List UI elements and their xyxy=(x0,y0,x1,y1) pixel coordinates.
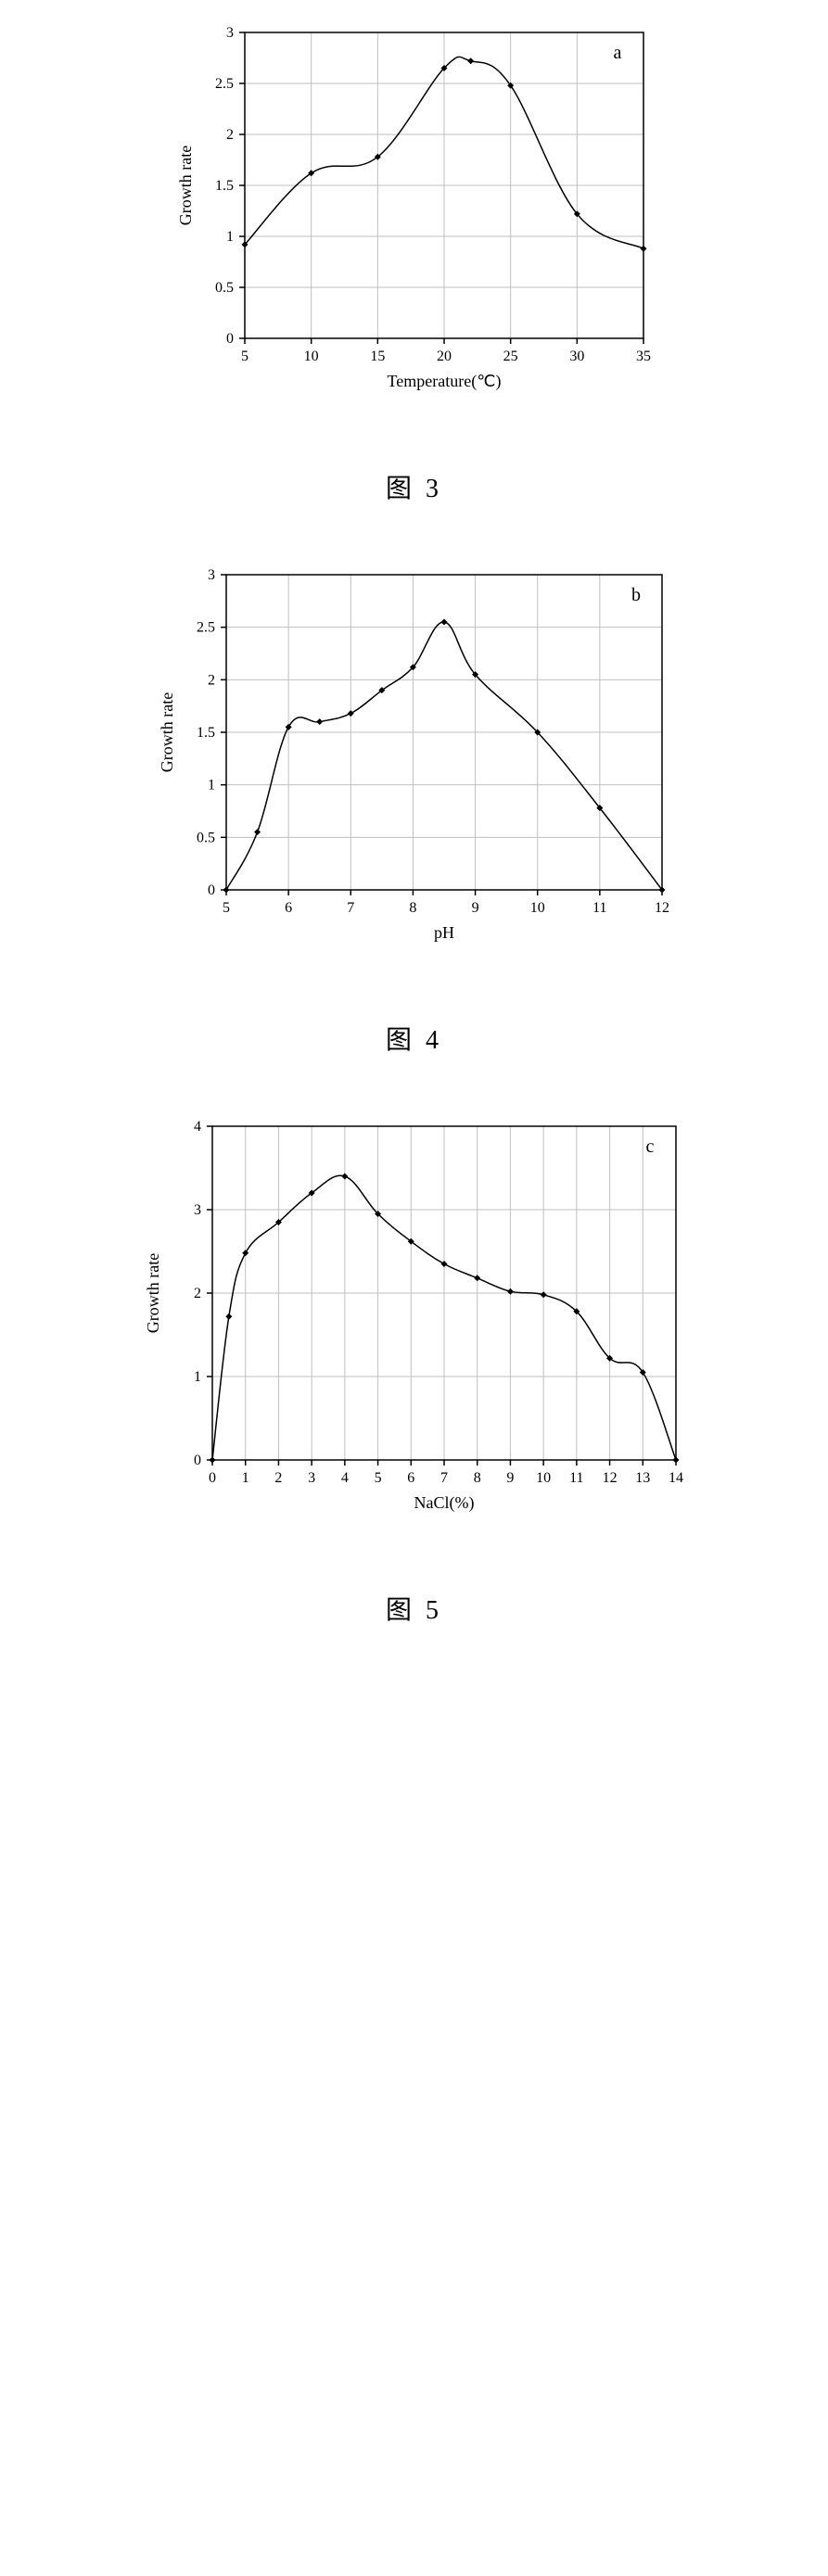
figure-5: 0123456789101112131401234NaCl(%)Growth r… xyxy=(19,1112,809,1627)
svg-text:4: 4 xyxy=(194,1119,201,1135)
svg-text:Temperature(℃): Temperature(℃) xyxy=(388,372,502,391)
svg-text:0.5: 0.5 xyxy=(197,830,215,845)
svg-text:20: 20 xyxy=(437,349,452,364)
svg-text:2.5: 2.5 xyxy=(197,620,215,636)
caption-5: 图 5 xyxy=(386,1590,442,1627)
chart-c: 0123456789101112131401234NaCl(%)Growth r… xyxy=(129,1112,699,1525)
svg-text:2: 2 xyxy=(208,672,215,688)
svg-text:9: 9 xyxy=(472,900,479,916)
svg-text:4: 4 xyxy=(341,1470,349,1486)
svg-text:2.5: 2.5 xyxy=(215,76,234,92)
svg-text:12: 12 xyxy=(603,1470,618,1486)
svg-text:6: 6 xyxy=(407,1470,414,1486)
chart-b: 5 6 7 8 9 10 11 12 0 0.5 1 1.5 2 2.5 3 pH Growth rate b xyxy=(143,561,685,955)
svg-text:c: c xyxy=(646,1136,655,1157)
svg-text:6: 6 xyxy=(285,900,292,916)
svg-text:11: 11 xyxy=(592,900,606,916)
svg-text:30: 30 xyxy=(569,349,584,364)
svg-text:25: 25 xyxy=(503,349,518,364)
svg-text:1: 1 xyxy=(242,1470,249,1486)
svg-text:Growth rate: Growth rate xyxy=(176,146,195,225)
svg-text:2: 2 xyxy=(194,1286,201,1301)
svg-text:1: 1 xyxy=(194,1369,201,1385)
svg-text:12: 12 xyxy=(655,900,669,916)
svg-text:35: 35 xyxy=(636,349,651,364)
svg-text:a: a xyxy=(614,43,622,63)
svg-text:14: 14 xyxy=(669,1470,683,1486)
svg-text:Growth rate: Growth rate xyxy=(158,692,176,772)
svg-text:10: 10 xyxy=(304,349,319,364)
svg-text:8: 8 xyxy=(474,1470,481,1486)
svg-text:3: 3 xyxy=(308,1470,315,1486)
svg-text:0: 0 xyxy=(209,1470,216,1486)
chart-a: 5 10 15 20 25 30 35 0 0.5 1 1.5 2 2.5 3 Temperature(℃)… xyxy=(161,19,667,403)
caption-3: 图 3 xyxy=(386,468,442,505)
svg-text:pH: pH xyxy=(434,923,454,942)
svg-text:5: 5 xyxy=(241,349,248,364)
svg-text:Growth rate: Growth rate xyxy=(144,1253,162,1333)
svg-text:5: 5 xyxy=(375,1470,382,1486)
svg-text:0: 0 xyxy=(208,882,215,898)
svg-text:1.5: 1.5 xyxy=(215,178,234,194)
svg-text:10: 10 xyxy=(536,1470,551,1486)
svg-text:NaCl(%): NaCl(%) xyxy=(414,1493,475,1513)
svg-text:1.5: 1.5 xyxy=(197,725,215,741)
svg-text:7: 7 xyxy=(440,1470,448,1486)
svg-text:3: 3 xyxy=(226,25,234,41)
svg-text:0.5: 0.5 xyxy=(215,280,234,296)
svg-text:9: 9 xyxy=(506,1470,514,1486)
svg-text:8: 8 xyxy=(409,900,416,916)
svg-text:0: 0 xyxy=(226,331,234,347)
svg-text:3: 3 xyxy=(208,567,215,583)
svg-text:2: 2 xyxy=(226,127,234,143)
svg-text:10: 10 xyxy=(530,900,545,916)
caption-4: 图 4 xyxy=(386,1020,442,1057)
figure-4: 5 6 7 8 9 10 11 12 0 0.5 1 1.5 2 2.5 3 pH Growth rate b 图… xyxy=(19,561,809,1057)
svg-text:1: 1 xyxy=(208,778,215,793)
svg-text:0: 0 xyxy=(194,1453,201,1468)
svg-text:3: 3 xyxy=(194,1202,201,1218)
figure-3: 5 10 15 20 25 30 35 0 0.5 1 1.5 2 2.5 3 Temperature(℃)… xyxy=(19,19,809,505)
svg-text:13: 13 xyxy=(635,1470,650,1486)
svg-text:b: b xyxy=(631,585,641,605)
svg-text:2: 2 xyxy=(274,1470,282,1486)
svg-text:15: 15 xyxy=(370,349,385,364)
svg-text:7: 7 xyxy=(347,900,354,916)
svg-text:5: 5 xyxy=(223,900,230,916)
svg-text:11: 11 xyxy=(569,1470,583,1486)
svg-text:1: 1 xyxy=(226,229,234,245)
